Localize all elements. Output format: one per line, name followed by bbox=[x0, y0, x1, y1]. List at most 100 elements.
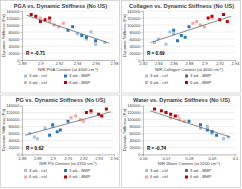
title: Collagen vs. Dynamic Stiffness (No US) bbox=[129, 3, 234, 9]
point bbox=[195, 20, 198, 23]
point bbox=[199, 123, 202, 126]
legend-label: 6 wk - ctrl bbox=[29, 174, 47, 179]
panel-frame bbox=[1, 95, 120, 188]
tick-mark bbox=[142, 127, 144, 128]
legend-label: 3 wk - BMP bbox=[190, 168, 212, 173]
point bbox=[70, 116, 73, 119]
tick: 80000 bbox=[8, 30, 22, 35]
panel: Collagen vs. Dynamic Stiffness (No US) 2.… bbox=[122, 1, 241, 94]
y-axis-line bbox=[21, 12, 23, 61]
tick: 2.88 bbox=[186, 60, 195, 66]
tick-label: 2.98 bbox=[111, 61, 120, 66]
tick-mark bbox=[21, 53, 23, 54]
point bbox=[172, 29, 175, 32]
point bbox=[191, 22, 194, 25]
tick: 0 bbox=[138, 152, 143, 157]
tick-mark bbox=[21, 25, 23, 26]
point bbox=[211, 15, 214, 18]
point bbox=[94, 39, 97, 42]
point bbox=[94, 43, 97, 46]
point bbox=[90, 31, 93, 34]
point bbox=[180, 34, 183, 37]
legend-swatch bbox=[145, 169, 148, 172]
tick-label: 40000 bbox=[8, 44, 20, 49]
legend-label: 3 wk - BMP bbox=[190, 73, 212, 78]
legend-label: 6 wk - BMP bbox=[69, 174, 91, 179]
tick: 2.9 bbox=[38, 60, 44, 66]
tick: 0.07 bbox=[163, 155, 172, 161]
figure: PGA vs. Dynamic Stiffness (No US)2.882.9… bbox=[0, 0, 242, 189]
grid-line bbox=[143, 32, 235, 33]
point bbox=[188, 25, 191, 28]
legend-swatch bbox=[64, 81, 67, 84]
title: Water vs. Dynamic Stiffness (No US) bbox=[133, 97, 230, 103]
point bbox=[160, 109, 163, 112]
tick: 140000 bbox=[127, 9, 143, 14]
point bbox=[176, 39, 179, 42]
point bbox=[206, 125, 209, 128]
tick: 0 bbox=[17, 152, 22, 157]
legend-label: 3 wk - BMP bbox=[69, 73, 91, 78]
y-axis-title: Dynamic Stiffness (Pa) bbox=[122, 108, 127, 151]
tick: 2.88 bbox=[19, 155, 28, 161]
legend-swatch bbox=[24, 75, 27, 78]
tick-mark bbox=[142, 18, 144, 19]
title: PG vs. Dynamic Stiffness (No US) bbox=[16, 97, 106, 103]
tick-mark bbox=[142, 39, 144, 40]
tick-label: 120000 bbox=[127, 16, 141, 21]
tick-label: 80000 bbox=[8, 124, 20, 129]
plot-area bbox=[27, 13, 110, 46]
point bbox=[34, 15, 37, 18]
tick-mark bbox=[142, 46, 144, 47]
tick-label: 2.88 bbox=[19, 61, 28, 66]
point bbox=[39, 17, 42, 20]
tick-mark bbox=[142, 106, 144, 107]
legend-swatch bbox=[64, 75, 67, 78]
legend-label: 3 wk - ctrl bbox=[150, 168, 168, 173]
legend-swatch bbox=[24, 81, 27, 84]
tick-label: 60000 bbox=[8, 131, 20, 136]
tick-mark bbox=[21, 113, 23, 114]
tick-label: 140000 bbox=[127, 103, 141, 108]
tick: 100000 bbox=[127, 117, 143, 122]
grid-line bbox=[22, 126, 114, 127]
tick: 60000 bbox=[129, 131, 143, 136]
point bbox=[48, 17, 51, 20]
panel-frame bbox=[122, 95, 241, 188]
tick: 0 bbox=[138, 58, 143, 63]
legend-label: 6 wk - BMP bbox=[69, 80, 91, 85]
legend: 3 wk - ctrl3 wk - BMP6 wk - ctrl6 wk - B… bbox=[24, 73, 91, 85]
y-axis-title: Dynamic Stiffness (Pa) bbox=[1, 108, 6, 151]
tick: 2.89 bbox=[34, 155, 43, 161]
point bbox=[59, 129, 62, 132]
y-axis-title: Dynamic Stiffness (Pa) bbox=[1, 14, 6, 57]
point bbox=[222, 137, 225, 140]
tick: 80000 bbox=[8, 124, 22, 129]
point bbox=[36, 137, 39, 140]
point bbox=[30, 13, 33, 16]
legend-label: 3 wk - ctrl bbox=[150, 73, 168, 78]
tick-label: 60000 bbox=[129, 37, 141, 42]
trendline bbox=[25, 112, 111, 135]
point bbox=[85, 111, 88, 114]
tick: 2.94 bbox=[111, 155, 120, 161]
point bbox=[207, 17, 210, 20]
point bbox=[184, 36, 187, 39]
grid-line bbox=[143, 46, 235, 47]
tick: 100000 bbox=[127, 23, 143, 28]
point bbox=[165, 111, 168, 114]
plot-area bbox=[25, 108, 111, 141]
tick: 2.91 bbox=[65, 155, 74, 161]
x-axis-title: NIR PGA Content (at 4000 cm⁻¹) bbox=[38, 67, 98, 72]
tick-mark bbox=[142, 25, 144, 26]
panel: PGA vs. Dynamic Stiffness (No US)2.882.9… bbox=[1, 1, 120, 94]
y-axis: 020000400006000080000100000120000140000 bbox=[6, 103, 22, 157]
grid-line bbox=[143, 140, 235, 141]
tick-mark bbox=[142, 155, 144, 156]
point bbox=[188, 120, 191, 123]
tick-mark bbox=[21, 11, 23, 12]
grid-line bbox=[22, 140, 114, 141]
grid-line bbox=[22, 133, 114, 134]
tick-label: 20000 bbox=[8, 145, 20, 150]
legend-swatch bbox=[64, 169, 67, 172]
